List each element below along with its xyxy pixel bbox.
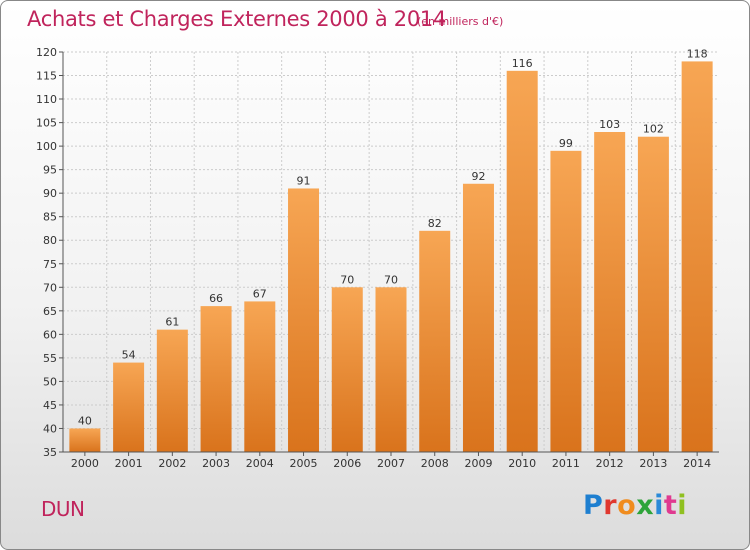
y-tick-label: 40 [43, 422, 57, 435]
y-tick-label: 110 [36, 93, 57, 106]
y-tick-label: 60 [43, 328, 57, 341]
brand-letter: P [583, 490, 604, 521]
y-tick-label: 115 [36, 70, 57, 83]
bar-2003 [200, 306, 232, 452]
x-tick-label-2000: 2000 [71, 457, 99, 470]
chart-unit: (en milliers d'€) [417, 15, 504, 28]
axes [59, 51, 719, 456]
y-tick-label: 105 [36, 117, 57, 130]
bar-2002 [156, 329, 188, 452]
y-tick-label: 45 [43, 399, 57, 412]
bar-2014 [681, 61, 713, 452]
commune-name: DUN [41, 497, 85, 521]
bar-2009 [462, 183, 494, 452]
x-tick-label-2009: 2009 [464, 457, 492, 470]
value-label-2009: 92 [471, 170, 485, 183]
x-tick-label-2006: 2006 [333, 457, 361, 470]
brand-letter: o [617, 490, 637, 521]
bar-2013 [637, 136, 669, 453]
bar-2010 [506, 70, 538, 452]
x-tick-label-2002: 2002 [158, 457, 186, 470]
y-tick-label: 55 [43, 352, 57, 365]
brand-letter: r [603, 490, 618, 521]
bar-2008 [419, 230, 451, 452]
value-label-2007: 70 [384, 273, 398, 286]
y-tick-label: 65 [43, 305, 57, 318]
value-label-2010: 116 [512, 57, 533, 70]
bar-2005 [288, 188, 320, 452]
y-tick-label: 35 [43, 446, 57, 459]
bar-2006 [331, 287, 363, 452]
x-tick-label-2001: 2001 [115, 457, 143, 470]
x-tick-label-2003: 2003 [202, 457, 230, 470]
brand-letter: t [663, 490, 678, 521]
chart-title: Achats et Charges Externes 2000 à 2014 [27, 7, 447, 31]
bar-2007 [375, 287, 407, 452]
x-tick-label-2010: 2010 [508, 457, 536, 470]
value-label-2000: 40 [78, 414, 92, 427]
y-tick-label: 75 [43, 258, 57, 271]
value-label-2004: 67 [253, 287, 267, 300]
x-tick-label-2011: 2011 [552, 457, 580, 470]
y-tick-label: 90 [43, 187, 57, 200]
bars [69, 61, 713, 453]
value-label-2012: 103 [599, 118, 620, 131]
brand-letter: i [654, 490, 664, 521]
proxiti-logo: Proxiti [583, 490, 687, 521]
value-label-2011: 99 [559, 137, 573, 150]
x-tick-label-2014: 2014 [683, 457, 711, 470]
value-label-2002: 61 [165, 316, 179, 329]
y-tick-label: 70 [43, 281, 57, 294]
bar-2004 [244, 301, 276, 452]
brand-letter: i [677, 490, 688, 521]
bar-2000 [69, 428, 101, 452]
bar-2011 [550, 150, 582, 452]
value-label-2006: 70 [340, 273, 354, 286]
x-tick-label-2007: 2007 [377, 457, 405, 470]
value-label-2005: 91 [297, 174, 311, 187]
y-tick-label: 80 [43, 234, 57, 247]
y-tick-label: 95 [43, 164, 57, 177]
bar-2001 [113, 362, 145, 452]
value-label-2014: 118 [687, 47, 708, 60]
x-tick-label-2013: 2013 [639, 457, 667, 470]
x-tick-label-2004: 2004 [246, 457, 274, 470]
x-tick-label-2012: 2012 [596, 457, 624, 470]
bar-2012 [594, 132, 626, 452]
x-tick-label-2008: 2008 [421, 457, 449, 470]
value-label-2013: 102 [643, 123, 664, 136]
y-tick-label: 120 [36, 46, 57, 59]
value-label-2001: 54 [122, 349, 136, 362]
value-label-2008: 82 [428, 217, 442, 230]
y-tick-label: 100 [36, 140, 57, 153]
y-tick-label: 85 [43, 211, 57, 224]
labels: 35 40 45 50 55 60 65 70 75 80 85 90 95 100 105 110 115 12… [36, 46, 711, 470]
x-tick-label-2005: 2005 [290, 457, 318, 470]
y-tick-label: 50 [43, 375, 57, 388]
brand-letter: x [636, 490, 655, 521]
value-label-2003: 66 [209, 292, 223, 305]
